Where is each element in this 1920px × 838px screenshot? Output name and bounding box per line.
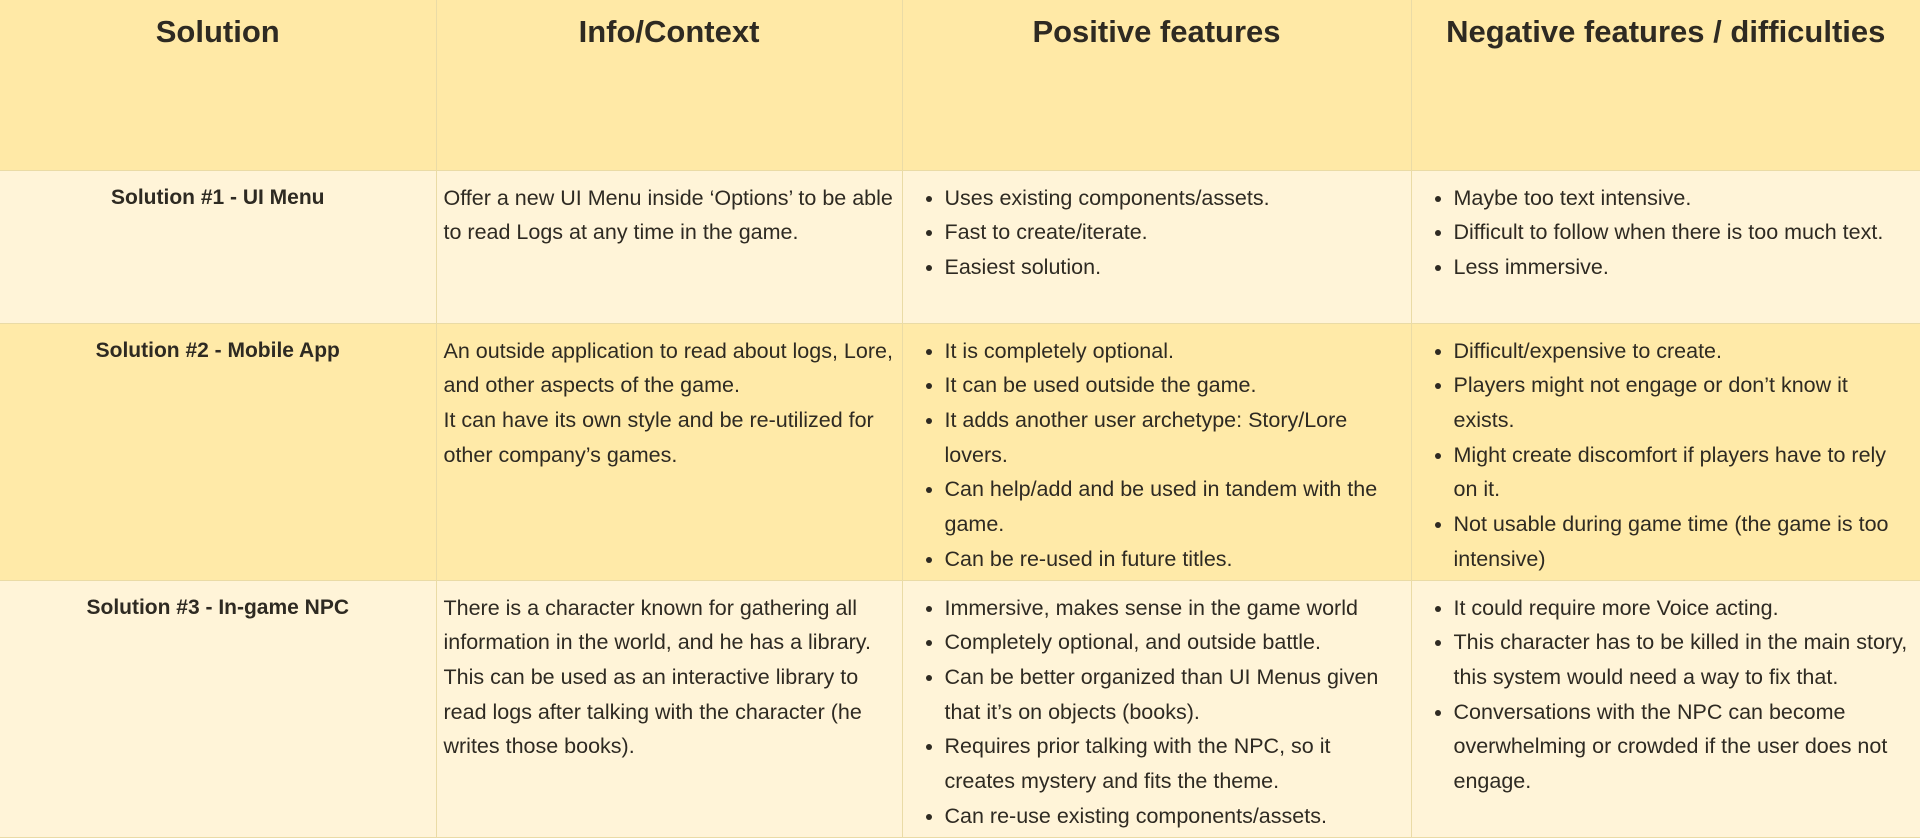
list-item: This character has to be killed in the m… (1454, 625, 1915, 694)
positive-features-cell: Immersive, makes sense in the game world… (902, 580, 1412, 838)
info-context-cell: There is a character known for gathering… (436, 580, 903, 838)
list-item: Can re-use existing components/assets. (945, 799, 1405, 834)
negative-features-cell: Difficult/expensive to create. Players m… (1411, 323, 1920, 581)
list-item: Fast to create/iterate. (945, 215, 1405, 250)
positive-features-cell: Uses existing components/assets. Fast to… (902, 170, 1412, 324)
header-solution: Solution (0, 0, 437, 171)
positive-list: Uses existing components/assets. Fast to… (903, 171, 1411, 285)
list-item: It is completely optional. (945, 334, 1405, 369)
list-item: Not usable during game time (the game is… (1454, 507, 1915, 576)
list-item: Requires prior talking with the NPC, so … (945, 729, 1405, 798)
table-row: Solution #2 - Mobile App An outside appl… (0, 323, 1920, 581)
info-text: It can have its own style and be re-util… (443, 407, 874, 467)
list-item: Can help/add and be used in tandem with … (945, 472, 1405, 541)
list-item: Can be re-used in future titles. (945, 542, 1405, 577)
solution-name: Solution #3 - In-game NPC (0, 580, 437, 838)
negative-features-cell: It could require more Voice acting. This… (1411, 580, 1920, 838)
list-item: Players might not engage or don’t know i… (1454, 368, 1915, 437)
info-text: There is a character known for gathering… (443, 595, 871, 759)
info-context-cell: An outside application to read about log… (436, 323, 903, 581)
header-positive-features: Positive features (902, 0, 1412, 171)
list-item: Can be better organized than UI Menus gi… (945, 660, 1405, 729)
header-info-context: Info/Context (436, 0, 903, 171)
negative-list: Difficult/expensive to create. Players m… (1412, 324, 1920, 577)
list-item: Completely optional, and outside battle. (945, 625, 1405, 660)
table-header-row: Solution Info/Context Positive features … (0, 0, 1920, 171)
table-row: Solution #3 - In-game NPC There is a cha… (0, 580, 1920, 838)
list-item: Difficult/expensive to create. (1454, 334, 1915, 369)
info-text: An outside application to read about log… (443, 338, 893, 398)
positive-list: Immersive, makes sense in the game world… (903, 581, 1411, 834)
list-item: Maybe too text intensive. (1454, 181, 1915, 216)
negative-list: It could require more Voice acting. This… (1412, 581, 1920, 799)
list-item: Might create discomfort if players have … (1454, 438, 1915, 507)
positive-list: It is completely optional. It can be use… (903, 324, 1411, 577)
negative-features-cell: Maybe too text intensive. Difficult to f… (1411, 170, 1920, 324)
table-row: Solution #1 - UI Menu Offer a new UI Men… (0, 170, 1920, 324)
info-text: Offer a new UI Menu inside ‘Options’ to … (443, 185, 893, 245)
list-item: It adds another user archetype: Story/Lo… (945, 403, 1405, 472)
negative-list: Maybe too text intensive. Difficult to f… (1412, 171, 1920, 285)
list-item: Difficult to follow when there is too mu… (1454, 215, 1915, 250)
list-item: Immersive, makes sense in the game world (945, 591, 1405, 626)
solution-name: Solution #2 - Mobile App (0, 323, 437, 581)
list-item: Conversations with the NPC can become ov… (1454, 695, 1915, 799)
positive-features-cell: It is completely optional. It can be use… (902, 323, 1412, 581)
solution-name: Solution #1 - UI Menu (0, 170, 437, 324)
list-item: Uses existing components/assets. (945, 181, 1405, 216)
list-item: It could require more Voice acting. (1454, 591, 1915, 626)
list-item: Easiest solution. (945, 250, 1405, 285)
info-context-cell: Offer a new UI Menu inside ‘Options’ to … (436, 170, 903, 324)
header-negative-features: Negative features / difficulties (1411, 0, 1920, 171)
list-item: It can be used outside the game. (945, 368, 1405, 403)
list-item: Less immersive. (1454, 250, 1915, 285)
